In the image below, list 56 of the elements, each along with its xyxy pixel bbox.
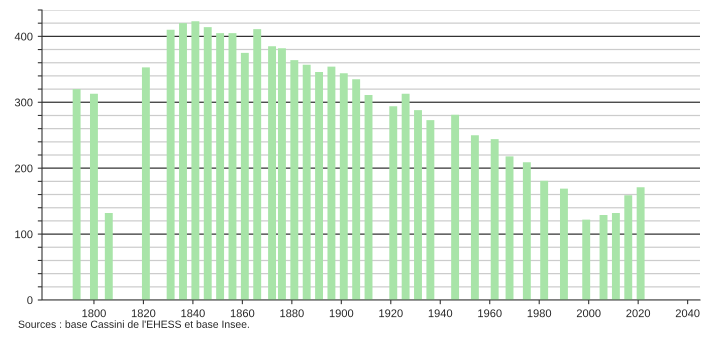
bar — [216, 33, 224, 300]
bar — [204, 27, 212, 300]
bar — [228, 33, 236, 300]
y-tick-label: 400 — [14, 32, 33, 40]
bar — [90, 94, 98, 300]
bar — [451, 114, 460, 300]
bar — [414, 110, 422, 300]
bar — [426, 120, 434, 300]
bar — [506, 156, 514, 300]
bar — [540, 180, 548, 300]
bar — [253, 29, 262, 300]
bar — [104, 213, 113, 300]
x-tick-label: 1900 — [330, 309, 354, 318]
bar — [268, 46, 276, 300]
bar — [72, 89, 81, 300]
bar — [402, 94, 410, 300]
bar — [179, 23, 187, 300]
x-tick-label: 1820 — [132, 309, 156, 318]
bar — [389, 106, 398, 300]
x-tick-label: 2040 — [676, 309, 700, 318]
x-tick-label: 1980 — [528, 309, 552, 318]
bar — [364, 95, 372, 300]
bar — [582, 220, 590, 300]
source-note: Sources : base Cassini de l'EHESS et base Insee. — [18, 320, 249, 328]
bar — [340, 73, 348, 300]
bar — [315, 72, 324, 300]
x-tick-label: 1840 — [181, 309, 205, 318]
bar — [191, 21, 200, 300]
x-tick-label: 1940 — [428, 309, 452, 318]
bar — [240, 52, 249, 300]
bar — [302, 64, 311, 300]
bar — [624, 195, 632, 300]
bar — [278, 48, 286, 300]
bar — [142, 67, 150, 300]
bar — [490, 139, 499, 300]
y-tick-label: 0 — [27, 296, 33, 304]
x-tick-label: 1860 — [230, 309, 254, 318]
y-tick-label: 200 — [14, 164, 33, 172]
x-tick-label: 1920 — [379, 309, 403, 318]
bar — [560, 188, 568, 300]
bar — [290, 60, 298, 300]
bar — [470, 135, 479, 300]
bar — [352, 79, 360, 300]
x-tick-label: 2000 — [576, 309, 601, 318]
y-tick-label: 100 — [15, 230, 33, 238]
bar — [600, 214, 608, 300]
bar — [166, 30, 175, 300]
bar — [522, 162, 531, 300]
x-tick-label: 2020 — [626, 309, 650, 318]
x-tick-label: 1800 — [82, 309, 106, 318]
x-tick-label: 1880 — [280, 309, 304, 318]
bar — [636, 187, 645, 300]
x-tick-label: 1960 — [478, 309, 502, 318]
bar — [612, 213, 620, 300]
y-tick-label: 300 — [14, 98, 33, 106]
bar — [327, 66, 336, 300]
